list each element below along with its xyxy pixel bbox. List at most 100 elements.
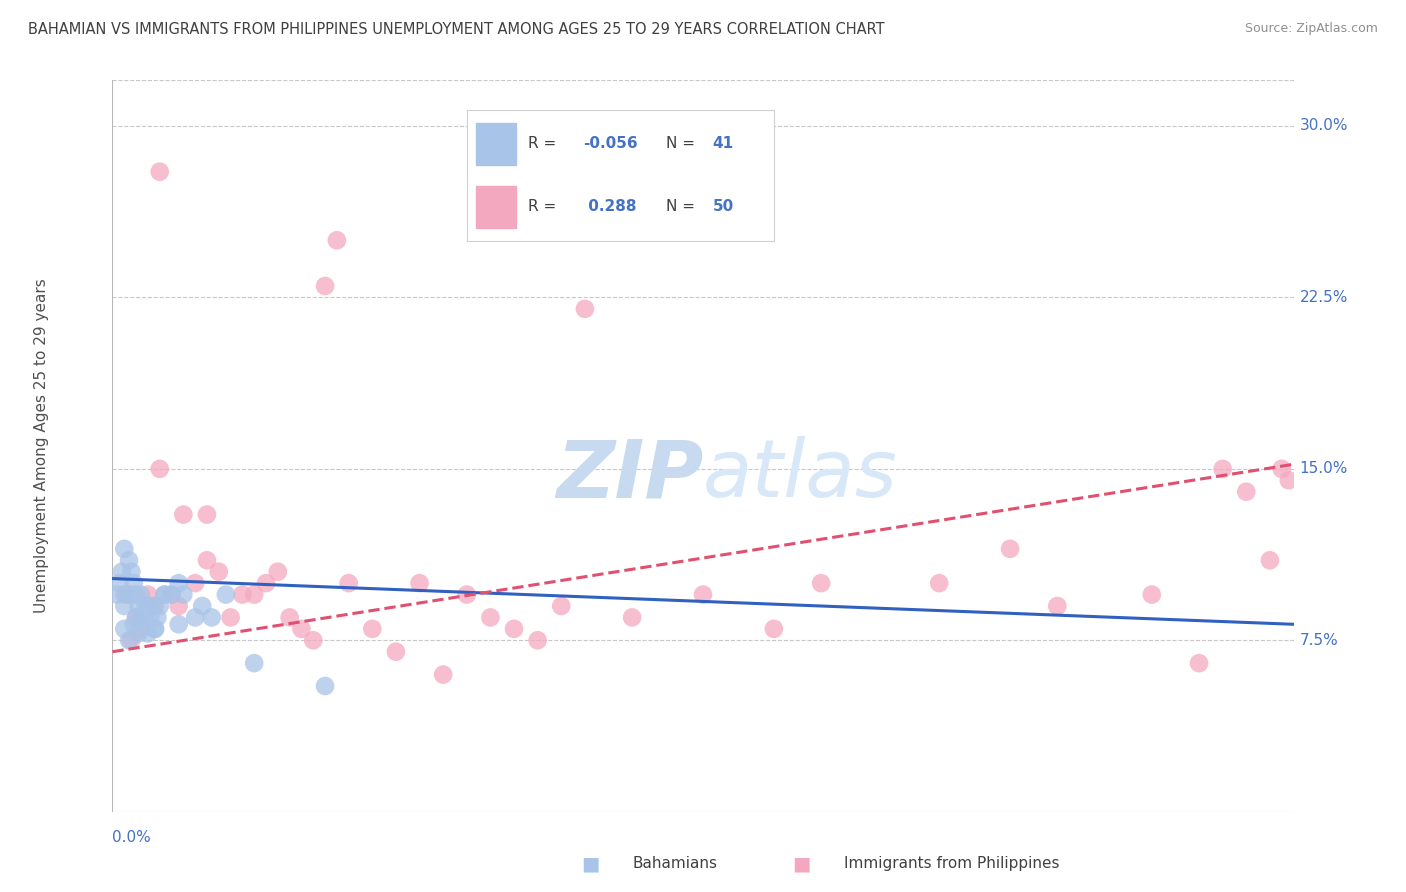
Text: N =: N = [666, 200, 700, 214]
Text: ■: ■ [792, 854, 811, 873]
Text: Immigrants from Philippines: Immigrants from Philippines [844, 856, 1059, 871]
Point [142, 599, 165, 613]
Point [112, 588, 135, 602]
Point [149, 462, 172, 476]
Point [153, 588, 176, 602]
Point [112, 599, 135, 613]
Point [215, 588, 238, 602]
Point [129, 622, 152, 636]
Point [167, 617, 190, 632]
Point [129, 588, 152, 602]
Point [153, 588, 176, 602]
Point [136, 599, 159, 613]
Point [550, 599, 572, 613]
Point [385, 645, 408, 659]
Point [326, 233, 349, 247]
Point [526, 633, 548, 648]
Text: 41: 41 [713, 136, 734, 152]
Point [219, 610, 242, 624]
Text: 30.0%: 30.0% [1299, 119, 1348, 134]
Point [243, 588, 266, 602]
Point [692, 588, 714, 602]
Point [432, 667, 454, 681]
Point [208, 565, 231, 579]
Point [135, 599, 157, 613]
Point [621, 610, 644, 624]
Point [456, 588, 478, 602]
Point [1046, 599, 1069, 613]
Text: 15.0%: 15.0% [1299, 461, 1348, 476]
Text: 7.5%: 7.5% [1299, 632, 1339, 648]
Point [160, 588, 183, 602]
Text: R =: R = [529, 136, 561, 152]
Point [139, 610, 162, 624]
Text: -0.056: -0.056 [583, 136, 638, 152]
Point [172, 588, 194, 602]
Point [1140, 588, 1163, 602]
Point [267, 565, 290, 579]
Text: ZIP: ZIP [555, 436, 703, 515]
Point [120, 633, 142, 648]
Text: N =: N = [666, 136, 700, 152]
Point [201, 610, 224, 624]
Point [184, 576, 207, 591]
Point [160, 588, 183, 602]
Point [254, 576, 277, 591]
Point [127, 626, 149, 640]
Point [408, 576, 430, 591]
Point [231, 588, 253, 602]
Point [149, 599, 172, 613]
Point [112, 622, 135, 636]
Point [125, 588, 148, 602]
Text: Bahamians: Bahamians [633, 856, 717, 871]
Text: 22.5%: 22.5% [1299, 290, 1348, 305]
Point [136, 588, 159, 602]
Point [184, 610, 207, 624]
Text: 0.0%: 0.0% [112, 830, 152, 845]
Point [167, 576, 190, 591]
Text: 50: 50 [713, 200, 734, 214]
Point [143, 599, 166, 613]
Point [172, 508, 194, 522]
Point [928, 576, 950, 591]
Point [503, 622, 526, 636]
Point [108, 576, 131, 591]
Text: R =: R = [529, 200, 561, 214]
Point [1258, 553, 1281, 567]
Point [998, 541, 1021, 556]
Point [302, 633, 325, 648]
Point [143, 622, 166, 636]
Point [136, 626, 159, 640]
Point [105, 588, 128, 602]
Point [810, 576, 832, 591]
Point [195, 508, 218, 522]
Text: BAHAMIAN VS IMMIGRANTS FROM PHILIPPINES UNEMPLOYMENT AMONG AGES 25 TO 29 YEARS C: BAHAMIAN VS IMMIGRANTS FROM PHILIPPINES … [28, 22, 884, 37]
Point [122, 576, 145, 591]
Text: ■: ■ [581, 854, 600, 873]
Bar [477, 186, 516, 228]
Point [290, 622, 312, 636]
Point [1188, 656, 1211, 670]
Point [120, 588, 142, 602]
Text: Source: ZipAtlas.com: Source: ZipAtlas.com [1244, 22, 1378, 36]
Point [1278, 473, 1301, 487]
Point [125, 610, 148, 624]
Point [479, 610, 502, 624]
Point [361, 622, 384, 636]
Point [278, 610, 301, 624]
Point [191, 599, 214, 613]
Point [115, 588, 138, 602]
Point [132, 610, 155, 624]
Point [149, 164, 172, 178]
Point [118, 553, 141, 567]
Point [127, 599, 149, 613]
Point [146, 610, 169, 624]
Point [132, 610, 155, 624]
Point [125, 610, 148, 624]
Point [118, 633, 141, 648]
Point [111, 565, 134, 579]
Point [1271, 462, 1294, 476]
Point [122, 617, 145, 632]
Point [120, 565, 142, 579]
Point [314, 279, 336, 293]
